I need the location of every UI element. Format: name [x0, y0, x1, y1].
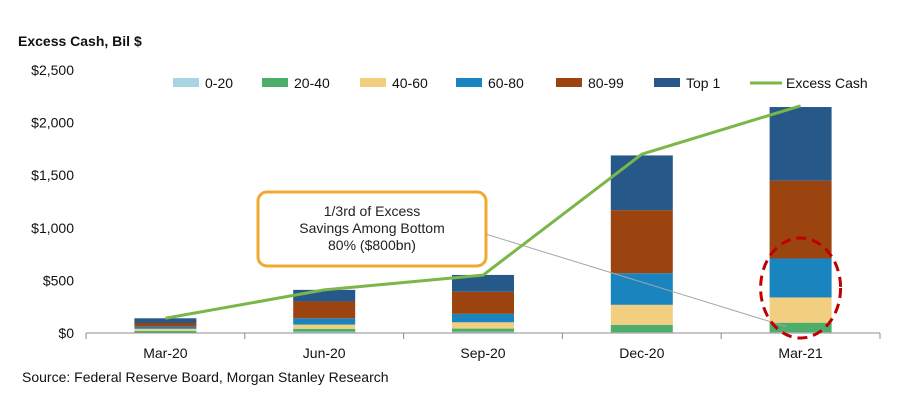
- source-note: Source: Federal Reserve Board, Morgan St…: [22, 369, 389, 385]
- bar-segment: [134, 323, 197, 327]
- bar-segment: [293, 324, 356, 329]
- bar-segment: [293, 318, 356, 325]
- bar-segment: [610, 210, 673, 274]
- bar-segment: [769, 258, 832, 298]
- bar-segment: [452, 313, 514, 323]
- excess-cash-line: [165, 104, 802, 320]
- bar-segment: [610, 155, 673, 211]
- y-tick-label: $1,500: [31, 167, 74, 183]
- bar-segment: [134, 330, 197, 333]
- y-tick-label: $2,500: [31, 62, 74, 78]
- annotation-text-line: 1/3rd of Excess: [324, 203, 421, 219]
- legend-swatch: [360, 78, 386, 87]
- legend-swatch: [262, 78, 288, 87]
- annotation-text-line: Savings Among Bottom: [299, 220, 445, 236]
- bar-segment: [293, 301, 356, 319]
- bar-segment: [452, 328, 514, 332]
- bar-segment: [610, 324, 673, 333]
- bar-segment: [452, 274, 514, 292]
- x-axis: Mar-20 Jun-20 Sep-20 Dec-20 Mar-21: [85, 333, 881, 361]
- legend-label: Top 1: [686, 75, 720, 91]
- bar-segment: [452, 322, 514, 329]
- x-tick-label: Sep-20: [460, 345, 505, 361]
- y-axis: $0 $500 $1,000 $1,500 $2,000 $2,500: [31, 62, 74, 341]
- x-tick-label: Dec-20: [619, 345, 664, 361]
- legend-label: 60-80: [488, 75, 524, 91]
- highlight-circle: [759, 236, 843, 340]
- legend: 0-20 20-40 40-60 60-80 80-99 Top 1 Excess Cash: [173, 75, 868, 91]
- bar-stacks: [134, 107, 832, 333]
- annotation-connector: [465, 227, 787, 328]
- y-tick-label: $1,000: [31, 220, 74, 236]
- legend-swatch: [654, 78, 680, 87]
- legend-label: 0-20: [205, 75, 233, 91]
- bar-segment: [769, 322, 832, 333]
- bar-segment: [769, 107, 832, 181]
- bar-segment: [293, 328, 356, 332]
- legend-label: Excess Cash: [786, 75, 868, 91]
- bar-segment: [134, 328, 197, 331]
- bar-segment: [293, 289, 356, 302]
- x-tick-label: Mar-21: [778, 345, 823, 361]
- bar-segment: [452, 291, 514, 314]
- bar-segment: [452, 331, 514, 333]
- bar-segment: [610, 304, 673, 325]
- legend-swatch: [556, 78, 582, 87]
- bar-segment: [769, 297, 832, 323]
- y-tick-label: $2,000: [31, 115, 74, 131]
- legend-label: 80-99: [588, 75, 624, 91]
- bar-segment: [293, 331, 356, 333]
- x-tick-label: Mar-20: [143, 345, 188, 361]
- bar-segment: [134, 318, 197, 324]
- legend-swatch: [173, 78, 199, 87]
- bar-segment: [769, 180, 832, 259]
- annotation-box: [256, 190, 488, 268]
- legend-swatch: [456, 78, 482, 87]
- annotation-text-line: 80% ($800bn): [328, 237, 416, 253]
- y-tick-label: $0: [58, 325, 74, 341]
- bar-segment: [134, 326, 197, 329]
- y-tick-label: $500: [43, 272, 74, 288]
- bar-segment: [610, 273, 673, 305]
- chart-title: Excess Cash, Bil $: [18, 33, 142, 49]
- legend-label: 20-40: [294, 75, 330, 91]
- legend-label: 40-60: [392, 75, 428, 91]
- x-tick-label: Jun-20: [303, 345, 346, 361]
